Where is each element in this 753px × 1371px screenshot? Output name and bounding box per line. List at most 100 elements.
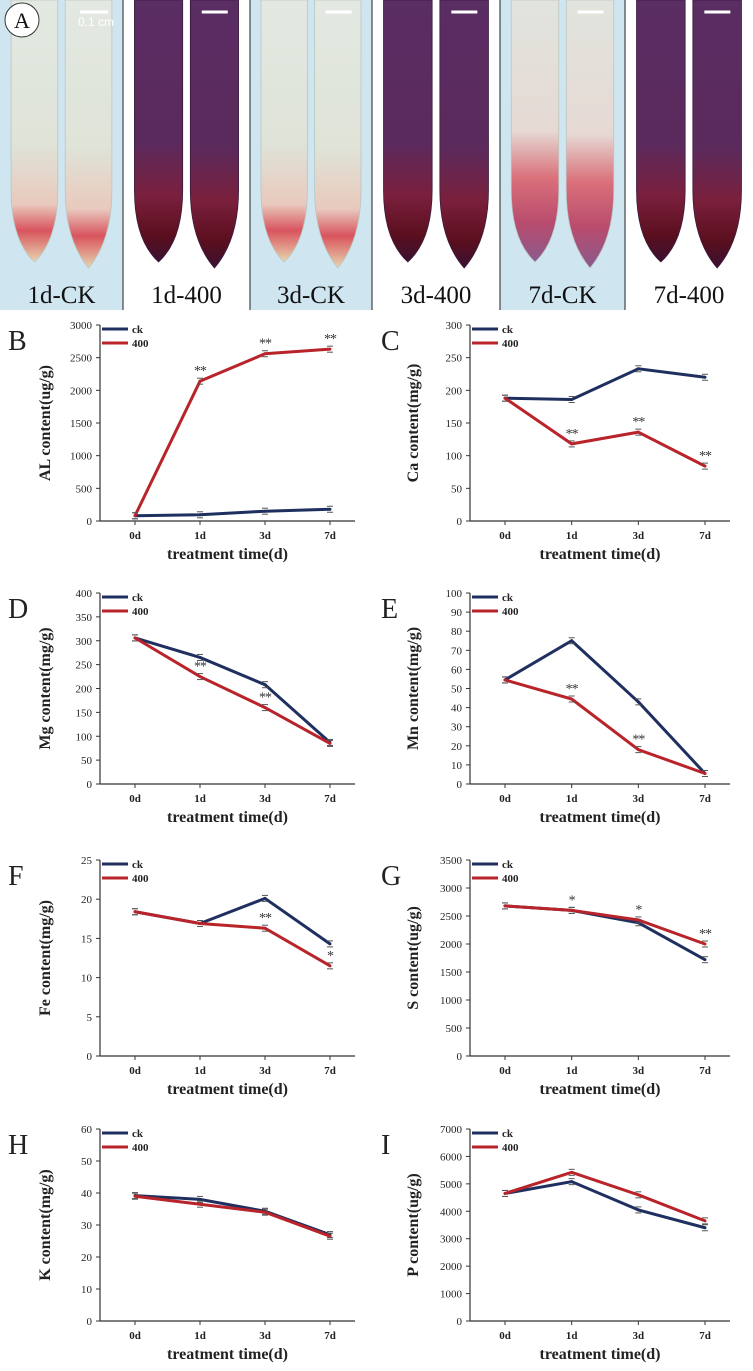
panel-letter: D <box>8 594 28 625</box>
y-tick-label: 90 <box>451 607 463 619</box>
data-point-400 <box>503 396 507 400</box>
y-axis-label: P content(ug/g) <box>405 1173 422 1277</box>
chart-i: I 0 1000 2000 3000 4000 5000 6000 7000 0d 1d 3d 7d tr… <box>381 1124 730 1363</box>
legend-label: ck <box>502 592 514 604</box>
data-point-400 <box>198 922 202 926</box>
y-tick-label: 80 <box>451 626 463 638</box>
sample-label: 3d-400 <box>401 282 472 309</box>
x-tick-label: 7d <box>324 1330 336 1342</box>
scale-label: 0.1 cm <box>78 15 114 29</box>
y-tick-label: 30 <box>451 722 463 734</box>
data-point-ck <box>703 958 707 962</box>
significance-mark: ** <box>699 449 712 464</box>
panel-letter: A <box>14 8 30 33</box>
root-tip-image <box>260 0 308 263</box>
y-tick-label: 1000 <box>440 995 463 1007</box>
x-tick-label: 0d <box>129 530 141 542</box>
data-point-ck <box>570 397 574 401</box>
legend-label: 400 <box>132 873 149 885</box>
y-tick-label: 10 <box>81 1284 93 1296</box>
y-tick-label: 350 <box>76 612 93 624</box>
x-tick-label: 7d <box>324 530 336 542</box>
series-line-400 <box>134 1194 331 1238</box>
y-tick-label: 50 <box>451 684 463 696</box>
data-point-400 <box>328 347 332 351</box>
data-point-400 <box>328 741 332 745</box>
series-line-ck <box>134 636 331 744</box>
significance-mark: ** <box>259 911 272 926</box>
y-tick-label: 100 <box>446 451 463 463</box>
root-tip-image <box>692 0 742 269</box>
y-axis-label: Mg content(mg/g) <box>37 627 54 749</box>
y-tick-label: 5 <box>87 1012 93 1024</box>
data-point-400 <box>570 1170 574 1174</box>
x-axis-label: treatment time(d) <box>167 1081 288 1098</box>
y-tick-label: 1000 <box>440 1289 463 1301</box>
data-point-400 <box>570 908 574 912</box>
significance-mark: * <box>569 893 576 908</box>
x-tick-label: 0d <box>499 1330 511 1342</box>
y-tick-label: 0 <box>87 1051 93 1063</box>
root-tip-image <box>383 0 433 263</box>
data-point-400 <box>328 964 332 968</box>
data-point-400 <box>503 904 507 908</box>
panel-letter-circle <box>4 2 40 38</box>
panel-letter: C <box>381 326 400 357</box>
series-line-400 <box>134 910 331 968</box>
chart-f: F 0 5 10 15 20 25 0d 1d 3d 7d treatment time(d) Fe c… <box>8 855 355 1098</box>
x-tick-label: 3d <box>259 1330 271 1342</box>
y-tick-label: 5000 <box>440 1179 463 1191</box>
significance-mark: * <box>635 903 642 918</box>
series-line-ck <box>134 896 331 946</box>
y-tick-label: 25 <box>81 855 93 867</box>
y-tick-label: 200 <box>446 385 463 397</box>
data-point-ck <box>198 1197 202 1201</box>
y-tick-label: 0 <box>457 1051 463 1063</box>
x-tick-label: 3d <box>259 793 271 805</box>
x-tick-label: 0d <box>499 530 511 542</box>
legend-label: 400 <box>502 1142 519 1154</box>
x-tick-label: 7d <box>699 1330 711 1342</box>
data-point-400 <box>703 771 707 775</box>
data-point-400 <box>703 942 707 946</box>
root-tip-image <box>439 0 489 269</box>
y-tick-label: 0 <box>87 516 93 528</box>
chart-d: D 0 50 100 150 200 250 300 350 400 0d 1d 3d 7d treatme… <box>8 588 355 826</box>
sample-label: 7d-CK <box>528 282 596 309</box>
y-tick-label: 2500 <box>70 353 93 365</box>
y-tick-label: 10 <box>81 973 93 985</box>
x-tick-label: 1d <box>566 1065 578 1077</box>
data-point-400 <box>198 675 202 679</box>
y-tick-label: 500 <box>446 1023 463 1035</box>
x-tick-label: 3d <box>259 1065 271 1077</box>
series-line-400 <box>133 347 331 517</box>
x-tick-label: 7d <box>699 1065 711 1077</box>
y-tick-label: 100 <box>76 731 93 743</box>
data-point-400 <box>133 636 137 640</box>
data-point-ck <box>703 1226 707 1230</box>
y-tick-label: 1000 <box>70 451 93 463</box>
y-tick-label: 40 <box>451 703 463 715</box>
data-point-ck <box>328 507 332 511</box>
y-tick-label: 3000 <box>70 320 93 332</box>
y-tick-label: 0 <box>457 779 463 791</box>
significance-mark: ** <box>566 427 579 442</box>
series-line-400 <box>504 1170 706 1223</box>
significance-mark: ** <box>699 927 712 942</box>
legend-label: 400 <box>502 338 519 350</box>
x-tick-label: 3d <box>633 530 645 542</box>
y-tick-label: 50 <box>81 755 93 767</box>
sample-label: 1d-CK <box>27 282 95 309</box>
significance-mark: ** <box>194 364 207 379</box>
series-line-ck <box>134 1194 331 1237</box>
y-tick-label: 7000 <box>440 1124 463 1136</box>
x-tick-label: 3d <box>633 793 645 805</box>
significance-mark: ** <box>632 415 645 430</box>
x-tick-label: 1d <box>194 1330 206 1342</box>
chart-c: C 0 50 100 150 200 250 300 0d 1d 3d 7d treatment tim… <box>381 320 730 563</box>
significance-mark: ** <box>566 682 579 697</box>
x-tick-label: 3d <box>633 1065 645 1077</box>
y-tick-label: 20 <box>81 894 93 906</box>
x-axis-label: treatment time(d) <box>167 809 288 826</box>
